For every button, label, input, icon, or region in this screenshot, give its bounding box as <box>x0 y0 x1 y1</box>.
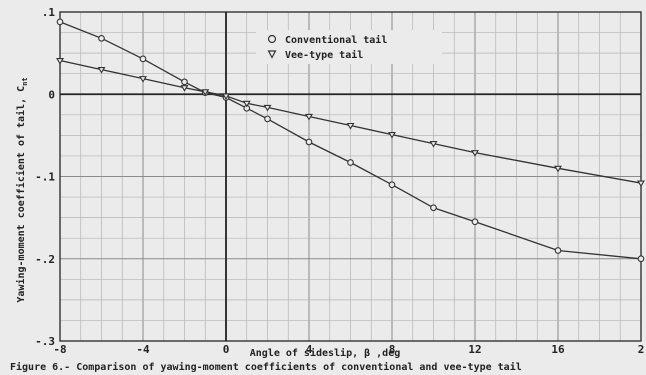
data-point-vee <box>263 104 272 112</box>
x-tick-label: 8 <box>389 343 396 356</box>
data-point-conventional <box>305 138 313 146</box>
data-point-vee <box>429 141 438 148</box>
data-point-vee <box>201 89 210 96</box>
legend-label-vee: Vee-type tail <box>285 49 363 61</box>
figure-caption: Figure 6.- Comparison of yawing-moment c… <box>10 361 522 373</box>
data-point-conventional <box>637 255 645 263</box>
x-tick-label: 16 <box>551 343 565 356</box>
x-tick-label: -4 <box>136 343 150 356</box>
data-point-conventional <box>139 55 147 63</box>
data-point-conventional <box>181 78 188 86</box>
series-markers <box>56 18 645 263</box>
axes <box>59 11 642 342</box>
data-point-vee <box>97 67 106 74</box>
legend-circle-icon <box>267 34 277 44</box>
plot-frame <box>59 11 642 342</box>
legend-background <box>256 30 442 64</box>
x-tick-label: -8 <box>53 343 66 356</box>
data-point-vee <box>56 57 64 65</box>
data-point-conventional <box>388 181 396 189</box>
y-tick-label: -.2 <box>35 253 55 266</box>
legend-triangle-icon <box>267 50 277 59</box>
legend-label-conventional: Conventional tail <box>285 34 387 46</box>
y-tick-label: .1 <box>42 6 56 19</box>
data-point-vee <box>554 165 562 173</box>
y-axis-title-subscript: nt <box>21 77 29 85</box>
data-point-vee <box>139 76 147 83</box>
data-point-vee <box>305 113 313 121</box>
data-point-conventional <box>554 247 562 254</box>
x-axis-title: Angle of sideslip, β ,deg <box>250 347 401 359</box>
data-point-conventional <box>56 18 64 26</box>
y-tick-label: -.3 <box>35 335 55 348</box>
legend: Conventional tail Vee-type tail <box>256 30 442 64</box>
x-tick-label: 2 <box>638 343 645 356</box>
data-point-conventional <box>98 34 105 42</box>
data-point-vee <box>180 85 189 92</box>
data-point-vee <box>637 180 645 188</box>
y-tick-label: 0 <box>48 88 55 101</box>
tick-labels: -8 -4 0 4 8 12 16 2 .1 0 -.1 -.2 -.3 <box>35 6 644 356</box>
data-point-vee <box>242 100 251 108</box>
data-point-vee <box>222 93 230 100</box>
y-axis-title-main: Yawing-moment coefficient of tail, C <box>15 86 27 303</box>
data-point-conventional <box>347 159 354 166</box>
data-point-conventional <box>264 115 271 123</box>
data-point-vee <box>388 132 396 139</box>
data-point-conventional <box>430 204 437 212</box>
x-tick-label: 12 <box>468 343 481 356</box>
data-point-vee <box>471 150 479 157</box>
x-tick-label: 0 <box>223 343 230 356</box>
x-tick-label: 4 <box>306 343 313 356</box>
data-point-vee <box>346 122 355 130</box>
data-point-conventional <box>471 218 479 226</box>
y-axis-title: Yawing-moment coefficient of tail, Cnt <box>15 77 29 302</box>
y-tick-label: -.1 <box>35 171 55 184</box>
